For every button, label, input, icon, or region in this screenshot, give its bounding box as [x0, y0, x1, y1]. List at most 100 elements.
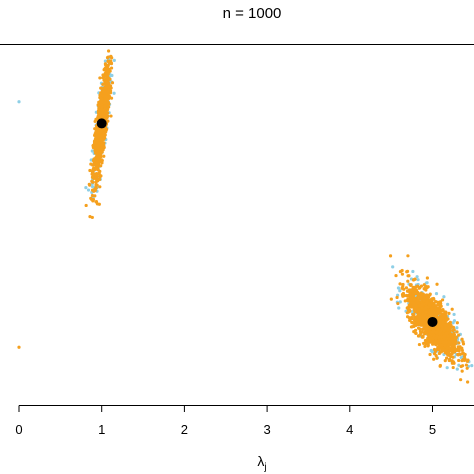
point-series_a [443, 359, 447, 363]
x-axis: 0 1 2 3 4 5 [15, 405, 474, 437]
point-series_a [90, 179, 94, 183]
point-series_b [434, 291, 439, 296]
point-series_a [427, 336, 431, 340]
point-series_a [434, 336, 438, 340]
point-series_a [404, 286, 409, 290]
point-series_a [431, 296, 436, 301]
point-series_a [94, 135, 99, 139]
point-series_a [446, 334, 450, 338]
point-series_a [423, 306, 427, 311]
point-series_a [440, 327, 444, 331]
point-series_a [409, 283, 413, 287]
point-series_a [442, 334, 447, 338]
point-series_a [425, 324, 429, 328]
point-series_a [105, 77, 109, 81]
point-series_a [435, 282, 439, 286]
point-series_a [105, 102, 109, 106]
point-series_a [450, 345, 454, 350]
point-series_b [442, 295, 446, 299]
point-series_a [105, 72, 109, 76]
point-series_a [91, 163, 95, 167]
point-series_a [435, 356, 439, 360]
point-series_a [395, 295, 399, 300]
point-series_a [103, 110, 107, 114]
point-series_a [447, 343, 451, 347]
x-tick-label-5: 5 [429, 422, 436, 437]
point-series_a [98, 160, 102, 164]
point-series_a [90, 193, 95, 198]
point-series_a [100, 105, 104, 109]
point-series_b [451, 321, 455, 325]
point-series_a [426, 343, 430, 347]
point-series_a [102, 131, 106, 136]
point-series_a [409, 294, 413, 299]
point-series_a [442, 340, 446, 345]
point-series_a [438, 364, 442, 368]
point-series_a [93, 133, 97, 137]
point-series_a [421, 319, 425, 323]
point-series_a [96, 178, 100, 182]
point-series_a [97, 103, 101, 107]
point-series_a [427, 303, 432, 307]
point-series_a [439, 350, 443, 354]
point-series_b [445, 366, 449, 370]
point-series_a [452, 328, 456, 332]
point-series_a [102, 154, 106, 158]
point-series_a [449, 352, 453, 356]
point-series_a [396, 301, 400, 306]
point-series_a [426, 295, 431, 299]
point-series_a [431, 328, 435, 332]
point-series_a [424, 310, 428, 314]
point-series_a [419, 291, 423, 295]
point-series_a [437, 324, 441, 329]
point-series_b [457, 363, 461, 367]
point-series_a [421, 327, 426, 331]
point-series_b [452, 312, 456, 317]
point-series_a [439, 317, 443, 321]
outlier-point-series_a [17, 345, 21, 349]
point-series_a [457, 341, 461, 345]
point-series_a [408, 318, 412, 322]
point-series_a [95, 183, 99, 187]
point-series_a [412, 312, 416, 317]
point-series_a [100, 115, 104, 119]
point-series_b [470, 364, 474, 368]
point-series_a [108, 77, 112, 81]
point-series_a [422, 341, 426, 345]
point-series_a [406, 274, 410, 278]
point-series_a [408, 303, 412, 307]
point-series_a [462, 354, 467, 359]
point-series_a [440, 312, 444, 316]
point-series_a [452, 331, 456, 336]
point-series_a [417, 342, 422, 347]
point-series_a [460, 346, 464, 350]
point-series_a [98, 93, 102, 97]
point-series_a [424, 288, 428, 292]
point-series_a [460, 359, 464, 363]
point-series_a [421, 334, 425, 338]
x-tick-label-4: 4 [346, 422, 353, 437]
point-series_a [445, 346, 450, 350]
point-series_a [409, 289, 413, 293]
point-series_a [462, 358, 467, 362]
point-series_a [91, 199, 95, 203]
point-series_a [442, 320, 446, 324]
point-series_a [98, 151, 102, 155]
point-series_a [447, 323, 451, 327]
point-series_a [416, 321, 420, 325]
point-series_b [112, 91, 116, 95]
point-series_a [431, 342, 435, 346]
point-series_a [450, 337, 454, 341]
point-series_a [99, 97, 104, 101]
point-series_a [410, 320, 414, 325]
point-series_a [412, 298, 416, 302]
point-series_a [428, 338, 433, 343]
point-series_a [434, 330, 439, 335]
point-series_a [434, 300, 438, 304]
outlier-point-series_b [17, 100, 21, 104]
point-series_a [425, 326, 429, 330]
point-series_a [450, 350, 454, 354]
x-tick-label-0: 0 [15, 422, 22, 437]
point-series_a [416, 334, 421, 338]
point-series_a [90, 170, 95, 174]
